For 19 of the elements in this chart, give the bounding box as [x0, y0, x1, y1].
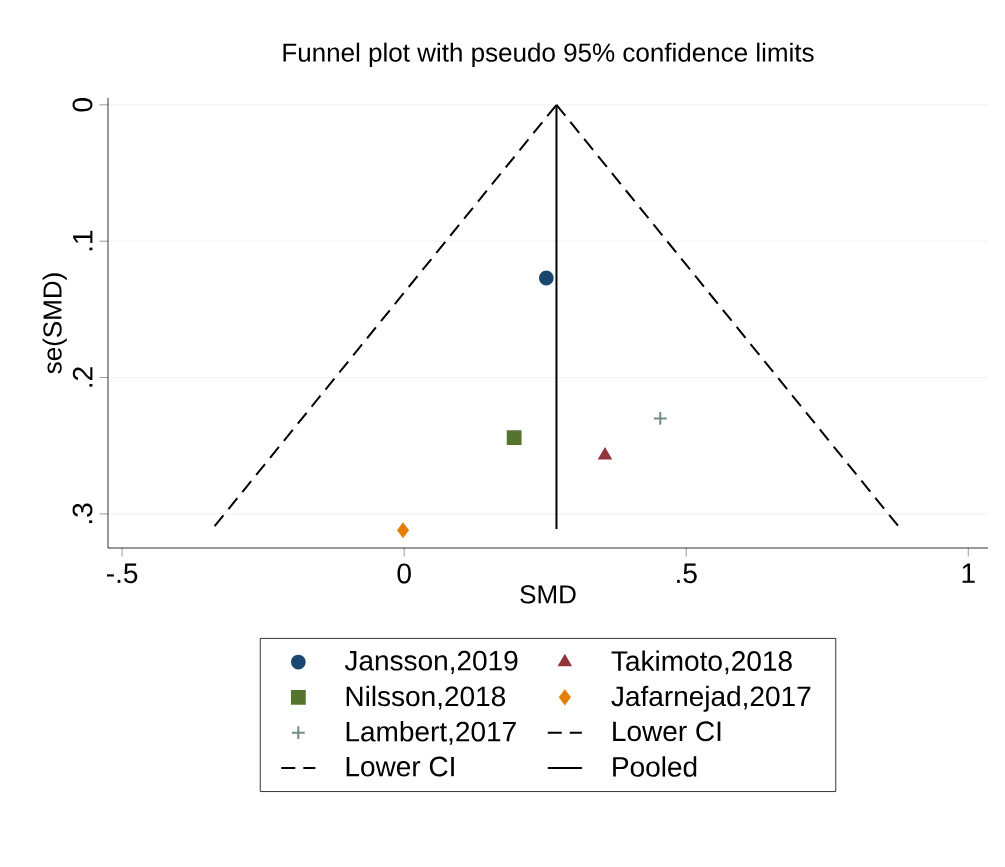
x-tick-label: .5 — [677, 563, 697, 584]
legend-label: Jafarnejad,2017 — [611, 685, 811, 712]
y-tick-label: 0 — [72, 98, 93, 112]
y-axis-title: se(SMD) — [42, 273, 67, 374]
legend-label: Jansson,2019 — [344, 650, 518, 674]
legend-label: Nilsson,2018 — [346, 685, 506, 710]
legend-label: Lower CI — [346, 756, 454, 777]
y-tick-label: .1 — [73, 230, 93, 251]
x-tick-label: 1 — [962, 563, 975, 583]
legend-label: Lambert,2017 — [346, 720, 516, 745]
y-tick-label: .2 — [72, 367, 93, 387]
legend-label: Lower CI — [613, 721, 721, 742]
x-tick-label: -.5 — [107, 563, 138, 584]
legend-label: Takimoto,2018 — [611, 650, 792, 675]
legend-label: Pooled — [613, 756, 697, 777]
chart-title: Funnel plot with pseudo 95% confidence limits — [283, 42, 814, 67]
x-axis-title: SMD — [520, 585, 576, 604]
y-tick-label: .3 — [72, 503, 93, 524]
x-tick-label: 0 — [397, 563, 411, 584]
